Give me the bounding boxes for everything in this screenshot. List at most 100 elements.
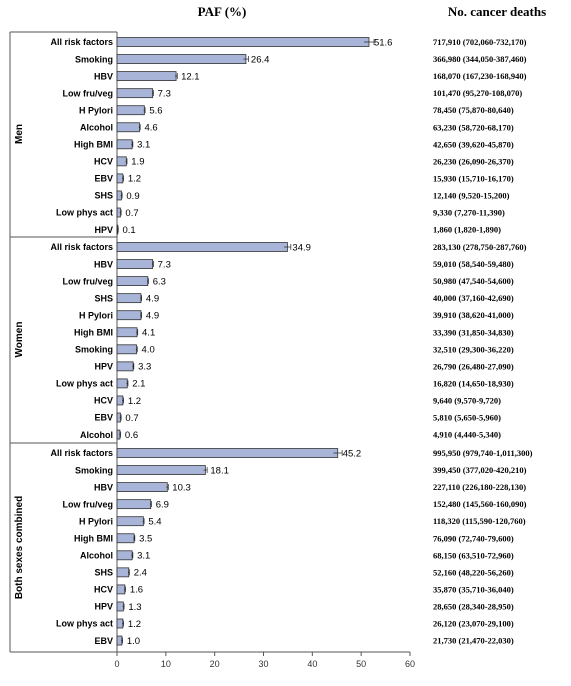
- deaths-value: 152,480 (145,560-160,090): [433, 499, 527, 509]
- data-label: 0.1: [122, 225, 135, 236]
- bar: [116, 242, 288, 252]
- bar: [116, 482, 168, 493]
- deaths-value: 21,730 (21,470-22,030): [433, 636, 514, 646]
- bar: [116, 276, 149, 287]
- category-label: Low phys act: [56, 379, 113, 389]
- category-label: Smoking: [75, 345, 113, 355]
- data-label: 1.2: [128, 619, 141, 630]
- bar: [116, 173, 124, 184]
- data-label: 6.9: [156, 499, 169, 510]
- bar: [116, 601, 124, 612]
- category-label: EBV: [94, 413, 113, 423]
- data-label: 34.9: [292, 242, 311, 253]
- deaths-value: 50,980 (47,540-54,600): [433, 276, 514, 286]
- deaths-value: 118,320 (115,590-120,760): [433, 516, 526, 526]
- category-label: HCV: [94, 157, 113, 167]
- deaths-value: 4,910 (4,440-5,340): [433, 430, 501, 440]
- data-label: 7.3: [158, 88, 171, 99]
- category-label: H Pylori: [79, 516, 113, 526]
- bar: [116, 310, 142, 321]
- x-tick-label: 20: [210, 659, 220, 669]
- deaths-value: 26,230 (26,090-26,370): [433, 156, 514, 166]
- deaths-value: 9,330 (7,270-11,390): [433, 208, 505, 218]
- category-label: HCV: [94, 585, 113, 595]
- data-label: 12.1: [181, 71, 200, 82]
- category-label: HPV: [94, 362, 113, 372]
- bar: [116, 378, 128, 389]
- data-label: 4.0: [142, 345, 155, 356]
- deaths-value: 168,070 (167,230-168,940): [433, 71, 527, 81]
- data-label: 3.5: [139, 534, 152, 545]
- deaths-value: 12,140 (9,520-15,200): [433, 190, 510, 200]
- paf-header: PAF (%): [198, 4, 247, 19]
- deaths-value: 63,230 (58,720-68,170): [433, 122, 514, 132]
- category-label: HBV: [94, 259, 113, 269]
- data-label: 7.3: [158, 259, 171, 270]
- deaths-value: 28,650 (28,340-28,950): [433, 601, 514, 611]
- bar: [116, 344, 137, 355]
- deaths-value: 26,120 (23,070-29,100): [433, 619, 514, 629]
- data-label: 3.3: [138, 362, 151, 373]
- data-label: 18.1: [210, 465, 229, 476]
- deaths-header: No. cancer deaths: [448, 4, 546, 19]
- category-label: High BMI: [74, 327, 113, 337]
- bar: [116, 395, 124, 406]
- data-label: 2.1: [132, 379, 145, 390]
- data-label: 1.9: [131, 157, 144, 168]
- data-label: 1.6: [130, 585, 143, 596]
- deaths-value: 78,450 (75,870-80,640): [433, 105, 514, 115]
- category-label: Low fru/veg: [62, 276, 113, 286]
- bar: [116, 293, 142, 304]
- bar: [116, 71, 177, 81]
- x-tick-label: 60: [405, 659, 415, 669]
- bar: [116, 156, 127, 167]
- deaths-value: 40,000 (37,160-42,690): [433, 293, 514, 303]
- category-label: Low fru/veg: [62, 88, 113, 98]
- category-label: EBV: [94, 174, 113, 184]
- bar: [116, 105, 145, 116]
- bar: [116, 122, 140, 133]
- category-label: SHS: [94, 568, 113, 578]
- category-label: High BMI: [74, 140, 113, 150]
- data-label: 1.0: [127, 636, 140, 647]
- bar: [116, 465, 206, 475]
- group-label: Women: [14, 322, 25, 358]
- bar: [116, 448, 339, 458]
- deaths-value: 995,950 (979,740-1,011,300): [433, 448, 533, 458]
- data-label: 3.1: [137, 551, 150, 562]
- bar: [116, 516, 144, 527]
- category-label: HBV: [94, 71, 113, 81]
- bar: [116, 259, 154, 269]
- data-label: 5.4: [148, 517, 161, 528]
- deaths-value: 227,110 (226,180-228,130): [433, 482, 526, 492]
- data-label: 4.9: [146, 293, 159, 304]
- x-tick-label: 0: [114, 659, 119, 669]
- bar: [116, 88, 154, 99]
- data-label: 51.6: [374, 37, 393, 48]
- deaths-value: 283,130 (278,750-287,760): [433, 242, 527, 252]
- category-label: Low phys act: [56, 619, 113, 629]
- bar: [116, 533, 135, 544]
- deaths-value: 717,910 (702,060-732,170): [433, 37, 527, 47]
- data-label: 0.6: [125, 430, 138, 441]
- bar: [116, 361, 134, 372]
- category-label: SHS: [94, 191, 113, 201]
- deaths-value: 16,820 (14,650-18,930): [433, 378, 514, 388]
- x-tick-label: 40: [307, 659, 317, 669]
- x-tick-label: 50: [356, 659, 366, 669]
- bar: [116, 567, 130, 578]
- category-label: Low phys act: [56, 208, 113, 218]
- data-label: 2.4: [134, 568, 147, 579]
- data-label: 1.2: [128, 174, 141, 185]
- data-label: 1.3: [128, 602, 141, 613]
- category-label: EBV: [94, 636, 113, 646]
- category-label: H Pylori: [79, 310, 113, 320]
- group-label: Both sexes combined: [14, 496, 25, 599]
- bar: [116, 327, 138, 338]
- deaths-value: 5,810 (5,650-5,960): [433, 413, 501, 423]
- group-label: Men: [14, 124, 25, 144]
- data-label: 10.3: [172, 482, 191, 493]
- category-label: High BMI: [74, 533, 113, 543]
- data-label: 4.1: [142, 328, 155, 339]
- deaths-value: 39,910 (38,620-41,000): [433, 310, 514, 320]
